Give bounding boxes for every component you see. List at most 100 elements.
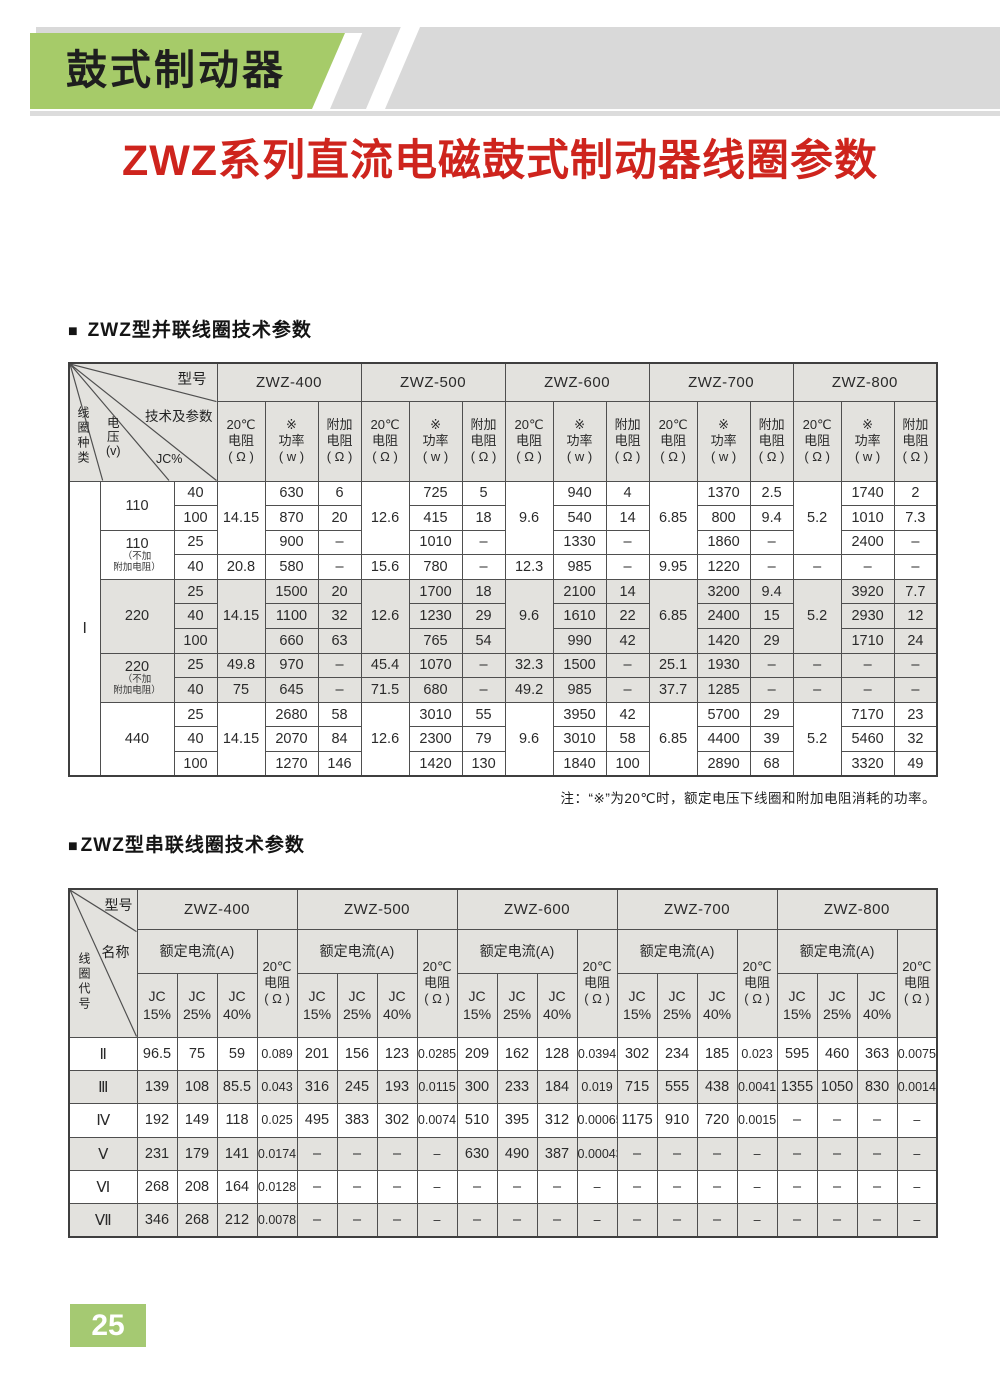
cell: – [576,1203,618,1238]
cell: 12.6 [360,578,410,654]
cell: – [696,1203,738,1238]
col-header-resistance: 20℃ 电阻( Ω ) [792,400,842,482]
cell: 2680 [264,701,319,728]
cell: 130 [461,751,506,777]
cell: – [856,1203,898,1238]
col-header-jc15: JC 15% [456,972,498,1038]
cell: 18 [461,578,506,605]
cell: 2.5 [749,480,794,507]
voltage-cell: 220 [99,578,175,654]
cell: 12.6 [360,480,410,556]
cell: 940 [552,480,607,507]
cell: 387 [536,1136,578,1172]
cell: 595 [776,1036,818,1071]
corner-label-coil-code: 线圈代号 [77,952,91,1012]
cell: 63 [317,628,362,654]
cell: 3010 [552,726,607,753]
cell: 156 [336,1036,378,1071]
col-header-jc40: JC 40% [376,972,418,1038]
cell: 49 [893,751,938,777]
cell: 0.0115 [416,1069,458,1105]
cell: – [317,554,362,580]
cell: 7.7 [893,578,938,605]
cell: 0.0174 [256,1136,298,1172]
cell: 201 [296,1036,338,1071]
cell: 25 [173,578,218,605]
cell: 316 [296,1069,338,1105]
cell: – [461,652,506,679]
cell: 6 [317,480,362,507]
cell: 32 [893,726,938,753]
cell: 300 [456,1069,498,1105]
cell: 990 [552,628,607,654]
cell: 555 [656,1069,698,1105]
cell: – [336,1170,378,1205]
col-header-add-resistance: 附加 电阻( Ω ) [749,400,794,482]
cell: 5460 [840,726,895,753]
cell: – [456,1203,498,1238]
cell: 123 [376,1036,418,1071]
col-header-power: ※ 功率( w ) [408,400,463,482]
cell: – [816,1103,858,1138]
cell: 4 [605,480,650,507]
corner-label-jc: JC% [156,452,183,466]
cell: 5.2 [792,701,842,777]
cell: 234 [656,1036,698,1071]
cell: 5 [461,480,506,507]
coil-class-cell: Ⅰ [68,480,101,777]
cell: 1100 [264,603,319,630]
cell: 192 [136,1103,178,1138]
cell: 1175 [616,1103,658,1138]
cell: 100 [605,751,650,777]
cell: – [317,677,362,703]
cell: 29 [461,603,506,630]
cell: 100 [173,628,218,654]
model-header: ZWZ-400 [136,888,298,930]
col-header-resistance: 20℃ 电阻( Ω ) [360,400,410,482]
cell: 22 [605,603,650,630]
col-header-jc40: JC 40% [536,972,578,1038]
cell: – [896,1170,938,1205]
corner-label-voltage: 电 压 (v) [106,416,121,458]
cell: 1370 [696,480,751,507]
cell: 1420 [408,751,463,777]
cell: 346 [136,1203,178,1238]
cell: 42 [605,628,650,654]
cell: 0.00065 [576,1103,618,1138]
cell: 0.0394 [576,1036,618,1071]
cell: 7.3 [893,505,938,531]
corner-label-tech: 技术及参数 [145,409,213,424]
cell: – [336,1203,378,1238]
cell: – [416,1170,458,1205]
cell: 100 [173,505,218,531]
cell: 14.15 [216,578,266,654]
cell: – [896,1136,938,1172]
table1-corner-cell: 型号 技术及参数 线圈种类 电 压 (v) JC% [68,362,218,482]
coil-code-cell: Ⅲ [68,1069,138,1105]
cell: 0.0014 [896,1069,938,1105]
cell: – [456,1170,498,1205]
cell: 1010 [408,529,463,556]
cell: 9.6 [504,480,554,556]
col-header-jc25: JC 25% [336,972,378,1038]
cell: 58 [605,726,650,753]
col-header-resistance: 20℃ 电阻( Ω ) [576,928,618,1038]
model-header: ZWZ-700 [616,888,778,930]
cell: 108 [176,1069,218,1105]
cell: 5.2 [792,578,842,654]
section2-heading-text: ZWZ型串联线圈技术参数 [80,835,305,856]
cell: 40 [173,603,218,630]
cell: – [317,652,362,679]
cell: – [893,529,938,556]
col-header-add-resistance: 附加 电阻( Ω ) [893,400,938,482]
cell: 3320 [840,751,895,777]
cell: 184 [536,1069,578,1105]
cell: – [776,1136,818,1172]
cell: 720 [696,1103,738,1138]
cell: 128 [536,1036,578,1071]
col-header-rated-current: 额定电流(A) [296,928,418,974]
cell: – [656,1203,698,1238]
cell: 20 [317,505,362,531]
cell: 32.3 [504,652,554,679]
col-header-jc25: JC 25% [176,972,218,1038]
